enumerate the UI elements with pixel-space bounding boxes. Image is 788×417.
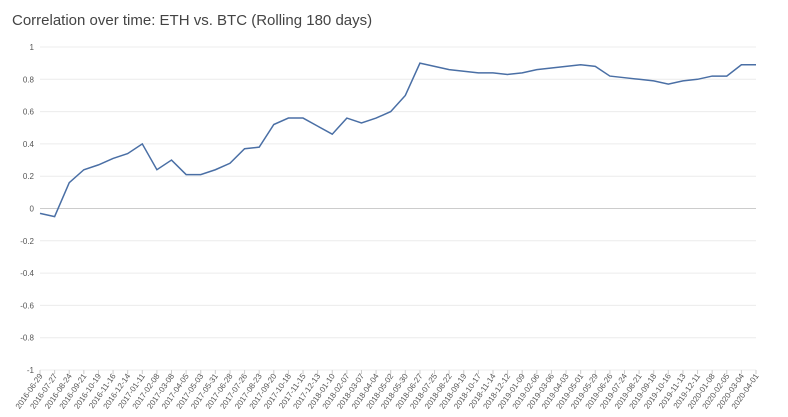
- line-series: [39, 62, 756, 218]
- y-tick-label: -1: [27, 366, 35, 375]
- y-tick-label: -0.4: [20, 269, 34, 278]
- y-tick-label: 0.8: [23, 75, 35, 84]
- chart-title: Correlation over time: ETH vs. BTC (Roll…: [12, 12, 372, 29]
- y-tick-label: 0: [30, 205, 35, 214]
- y-tick-label: 1: [30, 43, 35, 52]
- y-tick-label: -0.8: [20, 334, 34, 343]
- y-tick-label: 0.6: [23, 108, 35, 117]
- y-tick-label: -0.6: [20, 301, 34, 310]
- y-tick-label: -0.2: [20, 237, 34, 246]
- y-tick-label: 0.2: [23, 172, 35, 181]
- y-tick-label: 0.4: [23, 140, 35, 149]
